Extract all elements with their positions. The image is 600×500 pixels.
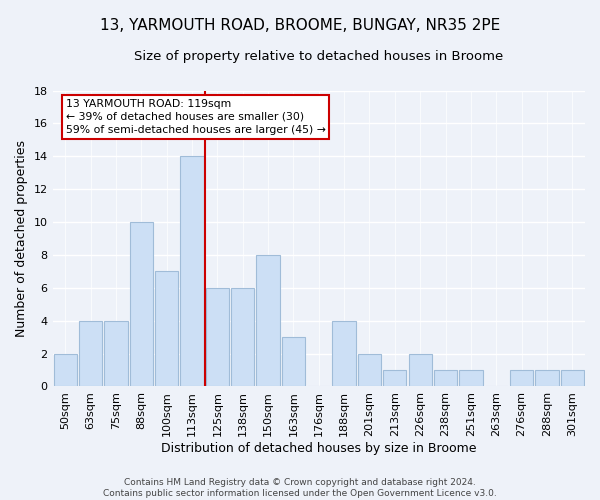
Bar bbox=[53, 354, 77, 386]
Bar bbox=[282, 337, 305, 386]
Bar bbox=[409, 354, 432, 386]
X-axis label: Distribution of detached houses by size in Broome: Distribution of detached houses by size … bbox=[161, 442, 476, 455]
Bar bbox=[206, 288, 229, 386]
Title: Size of property relative to detached houses in Broome: Size of property relative to detached ho… bbox=[134, 50, 503, 63]
Bar bbox=[231, 288, 254, 386]
Bar bbox=[510, 370, 533, 386]
Bar bbox=[130, 222, 153, 386]
Bar bbox=[434, 370, 457, 386]
Bar bbox=[79, 320, 102, 386]
Y-axis label: Number of detached properties: Number of detached properties bbox=[15, 140, 28, 337]
Bar bbox=[332, 320, 356, 386]
Bar bbox=[256, 255, 280, 386]
Bar bbox=[358, 354, 381, 386]
Bar bbox=[383, 370, 406, 386]
Bar bbox=[155, 272, 178, 386]
Bar bbox=[560, 370, 584, 386]
Bar bbox=[535, 370, 559, 386]
Bar bbox=[181, 156, 203, 386]
Bar bbox=[459, 370, 482, 386]
Text: 13 YARMOUTH ROAD: 119sqm
← 39% of detached houses are smaller (30)
59% of semi-d: 13 YARMOUTH ROAD: 119sqm ← 39% of detach… bbox=[66, 99, 326, 135]
Bar bbox=[104, 320, 128, 386]
Text: Contains HM Land Registry data © Crown copyright and database right 2024.
Contai: Contains HM Land Registry data © Crown c… bbox=[103, 478, 497, 498]
Text: 13, YARMOUTH ROAD, BROOME, BUNGAY, NR35 2PE: 13, YARMOUTH ROAD, BROOME, BUNGAY, NR35 … bbox=[100, 18, 500, 32]
